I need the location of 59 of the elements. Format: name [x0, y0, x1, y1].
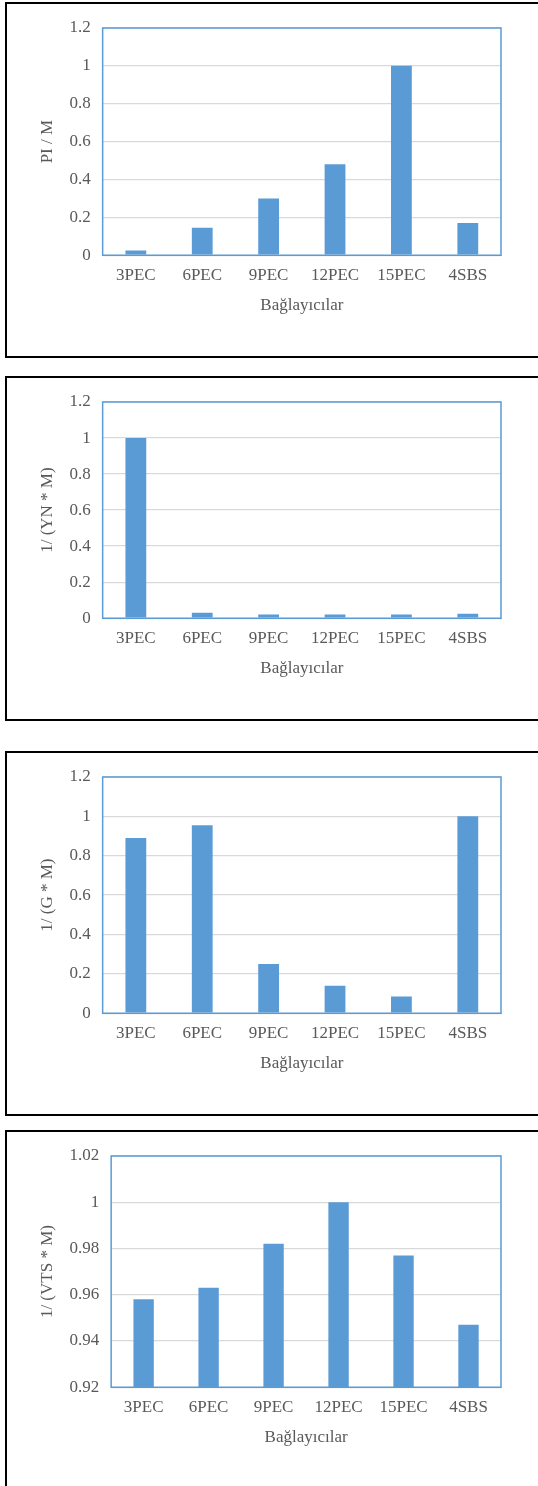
- y-tick-label: 0.8: [69, 463, 91, 483]
- x-tick-label: 6PEC: [182, 627, 223, 647]
- x-tick-label: 4SBS: [448, 627, 488, 647]
- x-tick-label: 12PEC: [310, 627, 360, 647]
- y-tick-label: 0.8: [69, 845, 91, 865]
- x-tick-label: 6PEC: [188, 1396, 229, 1416]
- y-tick-label: 0: [82, 607, 91, 627]
- y-tick-label: 1.2: [69, 17, 91, 37]
- y-tick-label: 0.8: [69, 93, 91, 113]
- y-axis-title: 1/ (VTS * M): [36, 1225, 56, 1319]
- y-axis-title: PI / M: [36, 119, 56, 164]
- y-tick-label: 0.2: [69, 206, 91, 226]
- y-tick-label: 0.94: [69, 1330, 100, 1350]
- x-tick-label: 6PEC: [182, 264, 223, 284]
- y-tick-label: 0.2: [69, 571, 91, 591]
- x-tick-label: 3PEC: [123, 1396, 164, 1416]
- x-tick-label: 9PEC: [248, 627, 289, 647]
- x-tick-label: 9PEC: [248, 264, 289, 284]
- x-tick-label: 12PEC: [310, 264, 360, 284]
- x-tick-label: 4SBS: [448, 1022, 488, 1042]
- x-tick-label: 15PEC: [377, 264, 426, 284]
- y-tick-label: 1: [90, 1191, 100, 1211]
- x-tick-label: 4SBS: [448, 264, 488, 284]
- x-tick-label: 15PEC: [379, 1396, 428, 1416]
- y-tick-label: 1: [82, 55, 91, 75]
- y-tick-label: 0.4: [69, 168, 92, 188]
- x-tick-label: 4SBS: [449, 1396, 488, 1416]
- x-axis-title: Bağlayıcılar: [260, 658, 344, 678]
- y-tick-label: 0.98: [69, 1237, 100, 1257]
- y-tick-label: 0.4: [69, 535, 92, 555]
- x-axis-title: Bağlayıcılar: [260, 1053, 344, 1073]
- y-tick-label: 0: [82, 244, 91, 264]
- y-tick-label: 0.4: [69, 923, 92, 943]
- y-tick-label: 0.92: [69, 1376, 100, 1396]
- x-tick-label: 3PEC: [116, 1022, 156, 1042]
- x-axis-title: Bağlayıcılar: [264, 1427, 348, 1447]
- y-axis-title: 1/ (YN * M): [36, 467, 56, 553]
- y-tick-label: 0.96: [69, 1284, 100, 1304]
- y-tick-label: 1: [82, 427, 91, 447]
- y-tick-label: 0: [82, 1002, 91, 1022]
- y-axis-title: 1/ (G * M): [36, 858, 56, 932]
- x-tick-label: 9PEC: [248, 1022, 289, 1042]
- y-tick-label: 1.02: [69, 1145, 100, 1165]
- x-axis-title: Bağlayıcılar: [260, 295, 344, 315]
- y-tick-label: 0.2: [69, 963, 91, 983]
- x-tick-label: 12PEC: [314, 1396, 363, 1416]
- y-tick-label: 1.2: [69, 391, 91, 411]
- x-tick-label: 15PEC: [377, 1022, 426, 1042]
- y-tick-label: 0.6: [69, 131, 91, 151]
- y-tick-label: 0.6: [69, 499, 91, 519]
- x-tick-label: 12PEC: [310, 1022, 360, 1042]
- y-tick-label: 1.2: [69, 766, 91, 786]
- x-tick-label: 3PEC: [116, 264, 156, 284]
- x-tick-label: 6PEC: [182, 1022, 223, 1042]
- x-tick-label: 9PEC: [253, 1396, 294, 1416]
- x-tick-label: 3PEC: [116, 627, 156, 647]
- x-tick-label: 15PEC: [377, 627, 426, 647]
- y-tick-label: 0.6: [69, 884, 91, 904]
- y-tick-label: 1: [82, 805, 91, 825]
